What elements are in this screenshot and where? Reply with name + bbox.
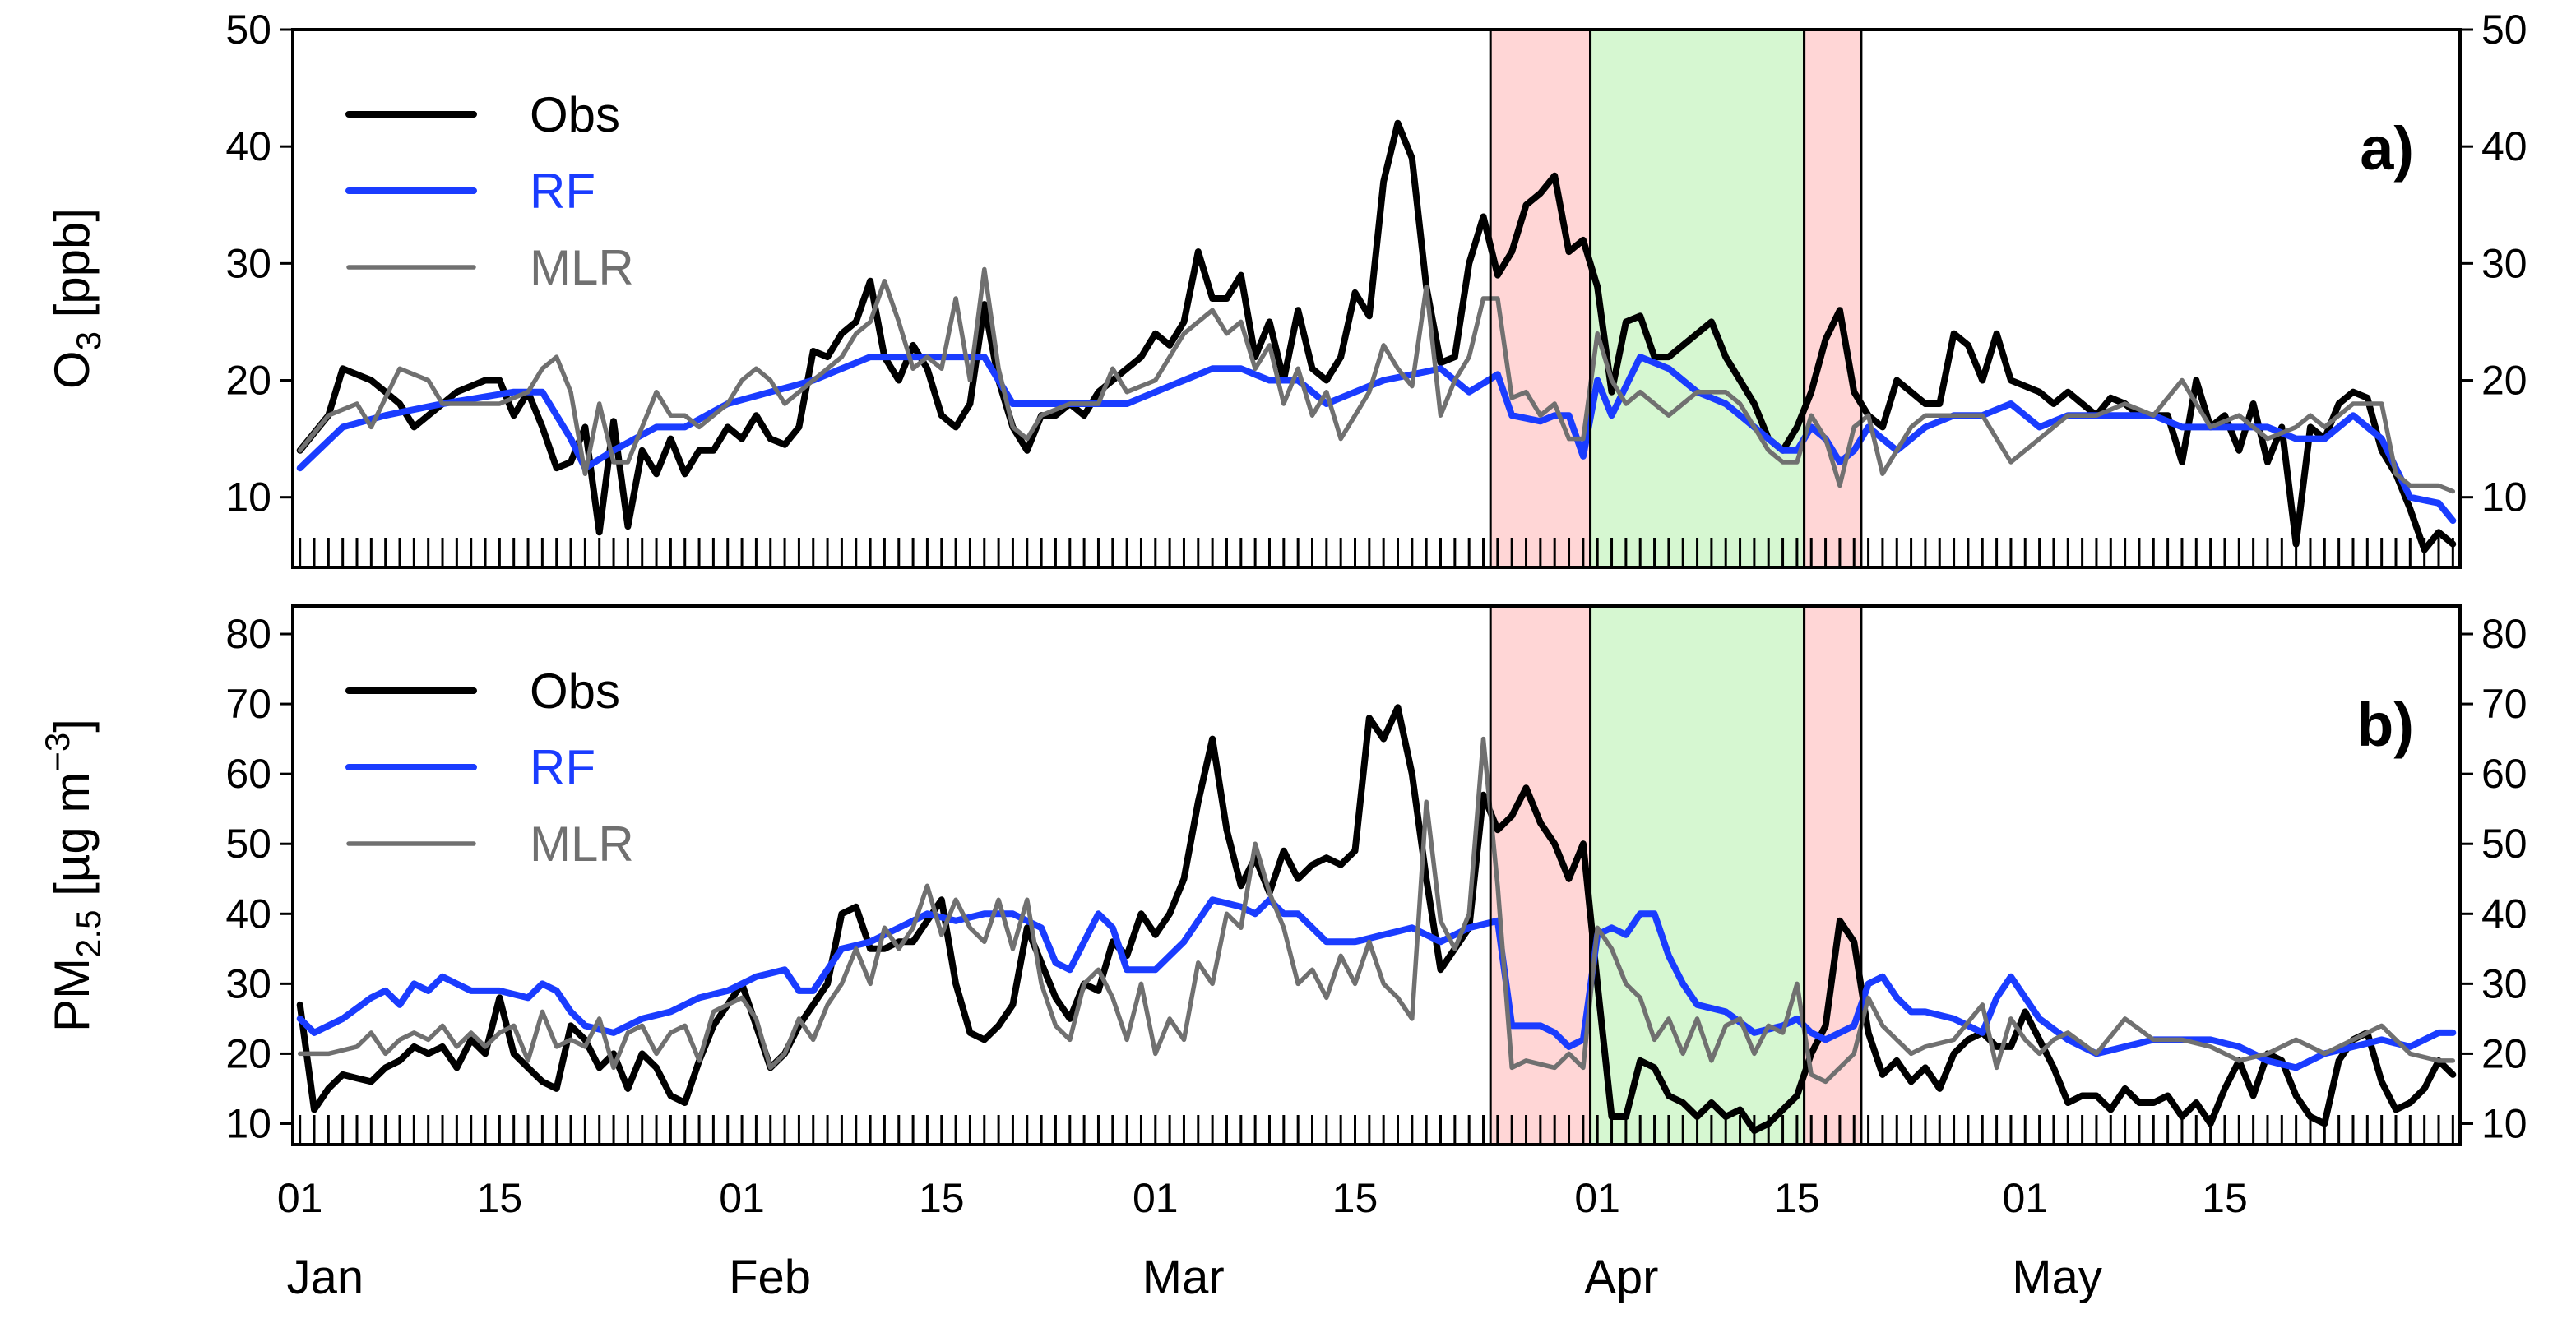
panel-frame-a [291,28,2462,569]
ytick-label-right-b: 10 [2481,1100,2527,1146]
y-axis-title-subscript: 3 [69,331,108,350]
legend-label-rf-b: RF [530,740,595,795]
ytick-label-right-a: 30 [2481,240,2527,286]
legend-layer: Obs RF MLR Obs RF MLR [345,87,634,872]
series-line-mlr-b [297,736,2456,1085]
shaded-period-green-a-1 [1590,30,1805,567]
ytick-label-left-a: 40 [225,123,271,169]
shaded-period-red-a-0 [1490,30,1591,567]
ytick-label-left-b: 10 [225,1100,271,1146]
legend-label-obs-b: Obs [530,664,620,719]
ytick-label-left-b: 20 [225,1030,271,1076]
month-label: Feb [729,1251,811,1304]
month-label: Mar [1142,1251,1225,1304]
xtick-label: 15 [1774,1175,1820,1221]
xtick-label: 15 [1332,1175,1378,1221]
ytick-label-left-b: 50 [225,821,271,867]
ytick-label-left-b: 80 [225,611,271,657]
frame-layer [291,28,2462,1146]
ytick-label-right-b: 30 [2481,960,2527,1006]
xtick-label: 01 [1133,1175,1179,1221]
series-line-mlr-a [297,266,2456,494]
shaded-period-red-b-2 [1804,606,1861,1145]
ytick-label-right-b: 40 [2481,891,2527,937]
xtick-label: 15 [477,1175,523,1221]
y-axis-title-unit: [ppb] [44,208,100,331]
ytick-label-left-b: 30 [225,960,271,1006]
ytick-label-right-b: 20 [2481,1030,2527,1076]
ytick-label-right-a: 40 [2481,123,2527,169]
ytick-label-right-a: 20 [2481,358,2527,404]
ytick-label-right-a: 50 [2481,7,2527,53]
legend-label-mlr-b: MLR [530,817,634,872]
legend-label-mlr-a: MLR [530,240,634,295]
y-axis-title-b: PM2.5 [µg m−3] [38,719,108,1032]
y-axis-title-subscript: 2.5 [69,910,108,958]
ytick-label-left-b: 40 [225,891,271,937]
ytick-label-right-a: 10 [2481,474,2527,521]
y-axis-title-main: O [44,350,100,389]
ytick-label-left-b: 70 [225,681,271,727]
ytick-label-left-a: 50 [225,7,271,53]
series-line-obs-b [296,704,2457,1134]
y-axis-title-a: O3 [ppb] [44,208,108,389]
y-axis-title-close: ] [44,719,100,733]
series-line-obs-a [296,119,2457,553]
ytick-label-left-b: 60 [225,751,271,797]
ytick-label-right-b: 50 [2481,821,2527,867]
ytick-label-right-b: 80 [2481,611,2527,657]
ytick-label-right-b: 70 [2481,681,2527,727]
panel-frame-b [291,604,2462,1146]
ytick-label-right-b: 60 [2481,751,2527,797]
xtick-label: 01 [1574,1175,1620,1221]
month-label: Apr [1584,1251,1658,1304]
xtick-label: 15 [919,1175,965,1221]
tick-layer [280,28,2473,1145]
xtick-label: 01 [719,1175,765,1221]
xtick-label: 15 [2202,1175,2248,1221]
month-label: May [2012,1251,2102,1304]
shading-layer [1490,30,1861,1145]
ytick-label-left-a: 20 [225,358,271,404]
xtick-label: 01 [277,1175,323,1221]
panel-label-a: a) [2360,114,2414,183]
y-axis-title-unit: [µg m [44,772,100,910]
y-axis-title-main: PM [44,958,100,1032]
ytick-label-left-a: 30 [225,240,271,286]
panel-label-b: b) [2356,691,2414,759]
shaded-period-red-a-2 [1804,30,1861,567]
month-label: Jan [287,1251,364,1304]
xtick-label: 01 [2002,1175,2048,1221]
legend-label-obs-a: Obs [530,87,620,142]
legend-label-rf-a: RF [530,164,595,219]
shaded-period-green-b-1 [1590,606,1805,1145]
ytick-label-left-a: 10 [225,474,271,521]
series-layer [296,119,2457,1134]
y-axis-title-superscript: −3 [38,733,76,772]
